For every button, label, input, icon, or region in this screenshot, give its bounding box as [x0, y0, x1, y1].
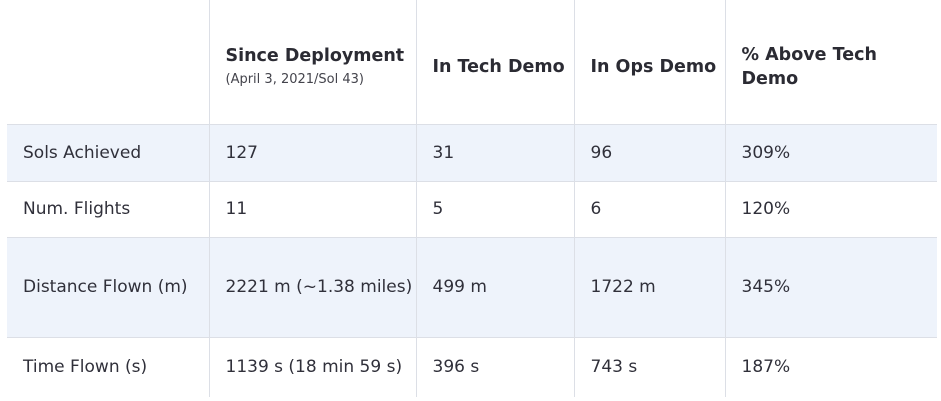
header-in-tech-demo: In Tech Demo — [415, 0, 574, 124]
cell-in-ops-demo: 1722 m — [573, 236, 725, 337]
table-row: Time Flown (s) 1139 s (18 min 59 s) 396 … — [7, 336, 937, 397]
cell-since-deployment: 11 — [208, 180, 416, 237]
cell-in-tech-demo: 5 — [415, 180, 574, 237]
row-label: Sols Achieved — [7, 123, 209, 181]
cell-since-deployment: 1139 s (18 min 59 s) — [208, 336, 416, 397]
cell-in-tech-demo: 499 m — [415, 236, 574, 337]
row-label: Time Flown (s) — [7, 336, 209, 397]
cell-above-tech-demo: 187% — [724, 336, 937, 397]
cell-since-deployment: 127 — [208, 123, 416, 181]
table-row: Sols Achieved 127 31 96 309% — [7, 123, 937, 181]
ingenuity-stats-table: Since Deployment (April 3, 2021/Sol 43) … — [7, 0, 937, 397]
table-row: Distance Flown (m) 2221 m (~1.38 miles) … — [7, 236, 937, 337]
cell-in-ops-demo: 743 s — [573, 336, 725, 397]
cell-in-ops-demo: 6 — [573, 180, 725, 237]
row-label: Num. Flights — [7, 180, 209, 237]
header-above-tech-demo: % Above Tech Demo — [724, 0, 937, 124]
header-row: Since Deployment (April 3, 2021/Sol 43) … — [7, 0, 937, 124]
cell-in-tech-demo: 31 — [415, 123, 574, 181]
header-since-deployment-title: Since Deployment — [225, 46, 405, 67]
header-since-deployment-subtitle: (April 3, 2021/Sol 43) — [225, 72, 364, 88]
cell-above-tech-demo: 345% — [724, 236, 937, 337]
cell-above-tech-demo: 309% — [724, 123, 937, 181]
row-label: Distance Flown (m) — [7, 236, 209, 337]
cell-above-tech-demo: 120% — [724, 180, 937, 237]
cell-since-deployment: 2221 m (~1.38 miles) — [208, 236, 416, 337]
header-empty-cell — [7, 0, 209, 124]
table-row: Num. Flights 11 5 6 120% — [7, 180, 937, 237]
header-in-ops-demo: In Ops Demo — [573, 0, 725, 124]
cell-in-tech-demo: 396 s — [415, 336, 574, 397]
cell-in-ops-demo: 96 — [573, 123, 725, 181]
header-since-deployment: Since Deployment (April 3, 2021/Sol 43) — [208, 0, 416, 124]
